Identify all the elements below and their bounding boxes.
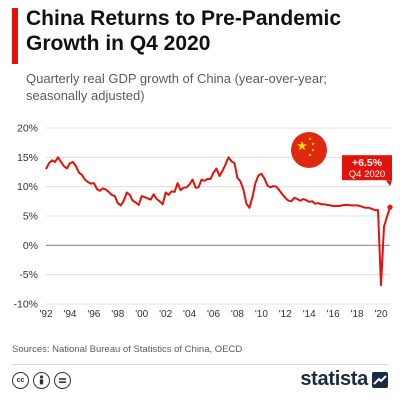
y-tick-label: -10% xyxy=(13,299,38,311)
person-icon[interactable] xyxy=(33,372,50,389)
chart-title: China Returns to Pre-Pandemic Growth in … xyxy=(26,7,342,55)
latest-point xyxy=(387,204,393,210)
gdp-line-chart: 20% 15% 10% 5% 0% -5% -10%'92 '94 '96 '98 '00 '02 '0… xyxy=(13,123,393,320)
x-tick-label: '14 xyxy=(303,309,316,320)
y-tick-label: 15% xyxy=(17,152,38,164)
x-tick-label: '02 xyxy=(159,309,172,320)
brand-name: statista xyxy=(300,368,368,390)
x-tick-label: '20 xyxy=(375,309,388,320)
statista-logo-icon xyxy=(372,371,388,388)
source-note: Sources: National Bureau of Statistics o… xyxy=(12,344,243,355)
y-tick-label: -5% xyxy=(19,269,38,281)
x-tick-label: '00 xyxy=(135,309,148,320)
x-tick-label: '96 xyxy=(87,309,100,320)
annotation-value: +6.5% xyxy=(352,157,383,169)
flag-big-star xyxy=(297,140,307,151)
y-tick-label: 5% xyxy=(23,211,38,223)
x-tick-label: '94 xyxy=(63,309,76,320)
gdp-growth-line xyxy=(45,156,391,287)
flag-small-star xyxy=(311,142,315,146)
x-tick-label: '92 xyxy=(39,309,52,320)
x-tick-label: '06 xyxy=(207,309,220,320)
x-tick-label: '08 xyxy=(231,309,244,320)
x-tick-label: '18 xyxy=(351,309,364,320)
chart-subtitle: Quarterly real GDP growth of China (year… xyxy=(26,71,328,103)
y-tick-label: 20% xyxy=(17,123,38,135)
footer-divider xyxy=(12,364,388,365)
y-tick-label: 0% xyxy=(23,240,38,252)
y-tick-label: 10% xyxy=(17,181,38,193)
flag-small-star xyxy=(308,137,312,141)
statista-brand[interactable]: statista xyxy=(300,368,388,391)
annotation-pointer xyxy=(386,180,392,187)
x-tick-label: '98 xyxy=(111,309,124,320)
equals-icon[interactable] xyxy=(54,372,71,389)
x-tick-label: '04 xyxy=(183,309,196,320)
china-flag-icon xyxy=(291,132,327,168)
x-tick-label: '12 xyxy=(279,309,292,320)
cc-icon[interactable]: cc xyxy=(12,372,29,389)
x-tick-label: '16 xyxy=(327,309,340,320)
flag-small-star xyxy=(308,153,312,157)
flag-small-star xyxy=(311,148,315,152)
x-tick-label: '10 xyxy=(255,309,268,320)
title-accent-bar xyxy=(12,8,18,64)
license-icons: cc xyxy=(12,372,71,389)
annotation-box xyxy=(342,155,392,181)
annotation-period: Q4 2020 xyxy=(349,169,385,180)
